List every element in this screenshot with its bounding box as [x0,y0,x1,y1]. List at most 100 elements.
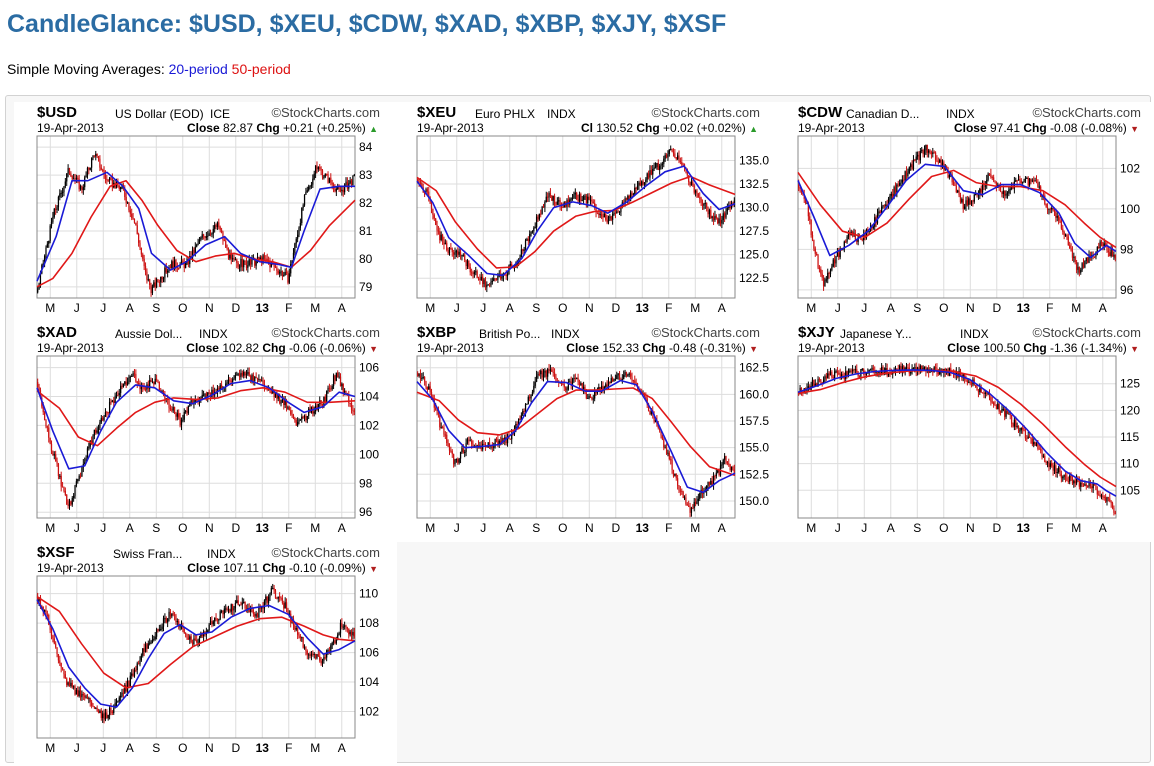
candle-body [167,618,169,623]
x-tick-label: O [178,741,187,755]
candle-body [173,614,176,616]
candle-body [240,372,242,378]
candle-body [241,258,243,268]
candle-body [952,182,955,185]
candle-body [197,642,199,644]
ma50-line [416,387,736,477]
stockcharts-logo[interactable]: ©StockCharts.com [271,105,380,120]
candle-body [240,604,242,606]
candle-body [258,607,260,618]
candle-body [189,256,191,265]
candle-body [269,593,271,597]
candle-body [113,400,115,403]
y-tick-label: 160.0 [739,387,769,401]
candle-body [161,391,163,393]
candle-body [462,448,464,453]
candle-body [715,215,717,219]
candle-body [183,628,185,634]
stockcharts-logo[interactable]: ©StockCharts.com [271,325,380,340]
stockcharts-logo[interactable]: ©StockCharts.com [651,105,760,120]
candle-body [179,417,181,426]
candle-body [649,170,651,178]
candle-body [196,399,198,401]
chg-label: Chg [262,341,290,355]
candle-body [236,600,238,604]
candle-body [291,261,293,264]
candle-body [432,394,434,399]
candle-body [1023,429,1025,432]
candle-body [310,653,313,656]
candle-body [223,240,225,242]
candle-body [520,415,523,420]
candle-body [990,173,992,178]
stockcharts-logo[interactable]: ©StockCharts.com [651,325,760,340]
candle-body [480,276,482,280]
x-tick-label: A [506,521,514,535]
candle-body [208,624,210,631]
candle-body [1082,263,1085,268]
candle-body [624,372,626,375]
candle-body [692,507,694,509]
candle-body [312,653,314,655]
candle-body [331,386,333,390]
candle-body [832,259,834,267]
candle-body [589,199,592,201]
candle-body [617,211,619,213]
candle-body [1033,180,1035,182]
candle-body [1026,177,1028,179]
chg-value: -0.10 (-0.09%) [289,561,370,575]
x-tick-label: 13 [256,741,270,755]
candle-body [952,371,955,374]
candle-body [581,383,583,392]
y-tick-label: 98 [359,476,373,490]
candle-body [151,381,154,383]
chart-name: British Po... [479,327,541,341]
plot-border [797,135,1117,299]
candle-body [215,617,217,619]
candle-body [352,409,354,411]
candle-body [111,178,113,188]
candle-body [534,227,536,229]
candle-body [331,182,333,185]
candle-body [451,451,453,455]
candle-body [244,602,246,609]
candle-body [724,456,726,460]
candle-body [567,381,570,390]
candle-body [918,154,920,161]
candle-body [57,196,60,208]
x-tick-label: J [74,301,80,315]
candle-body [296,421,299,426]
candle-body [865,229,868,239]
chart-symbol: $XSF [37,544,75,561]
candle-body [555,377,557,382]
candle-body [435,407,437,410]
candle-body [629,192,632,201]
candle-body [232,258,234,260]
candle-body [1060,220,1063,229]
candle-body [500,274,502,279]
candle-body [939,159,941,163]
x-tick-label: 13 [1017,301,1031,315]
candle-body [1048,208,1050,210]
candle-body [251,259,253,265]
candle-body [574,192,576,195]
candle-body [587,397,589,399]
stockcharts-logo[interactable]: ©StockCharts.com [1032,105,1141,120]
candle-body [1015,180,1017,182]
candle-body [303,647,306,649]
candle-body [718,218,720,224]
candle-body [703,204,705,206]
stockcharts-logo[interactable]: ©StockCharts.com [1032,325,1141,340]
candle-body [223,608,225,615]
candle-body [168,611,170,619]
candle-body [632,194,635,196]
candle-body [599,214,601,216]
candle-body [100,417,102,423]
candle-body [900,182,902,184]
stockcharts-logo[interactable]: ©StockCharts.com [271,545,380,560]
candle-body [573,194,575,199]
candle-body [453,252,455,255]
y-tick-label: 96 [1120,283,1134,297]
candle-body [103,713,105,720]
candle-body [570,198,572,200]
